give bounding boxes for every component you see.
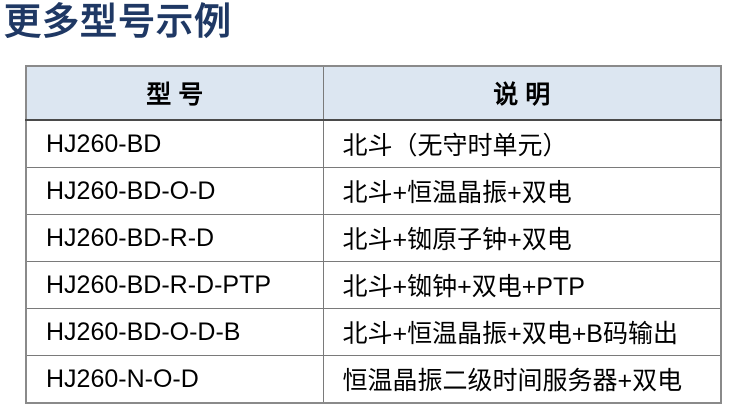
table-row: HJ260-BD-O-D-B 北斗+恒温晶振+双电+B码输出 [25, 308, 722, 356]
column-header-description: 说 明 [322, 65, 722, 121]
table-row: HJ260-BD-O-D 北斗+恒温晶振+双电 [25, 167, 722, 215]
page-title: 更多型号示例 [4, 1, 232, 42]
description-cell: 恒温晶振二级时间服务器+双电 [322, 355, 722, 404]
model-cell: HJ260-BD-O-D [25, 167, 324, 215]
model-cell: HJ260-N-O-D [25, 355, 324, 404]
description-cell: 北斗+铷钟+双电+PTP [322, 261, 722, 309]
table-row: HJ260-BD-R-D-PTP 北斗+铷钟+双电+PTP [25, 261, 722, 309]
description-cell: 北斗+恒温晶振+双电+B码输出 [322, 308, 722, 356]
model-cell: HJ260-BD-R-D-PTP [25, 261, 324, 309]
table-row: HJ260-BD-R-D 北斗+铷原子钟+双电 [25, 214, 722, 262]
model-cell: HJ260-BD [25, 119, 324, 168]
model-cell: HJ260-BD-O-D-B [25, 308, 324, 356]
description-cell: 北斗（无守时单元） [322, 119, 722, 168]
description-cell: 北斗+铷原子钟+双电 [322, 214, 722, 262]
model-table: 型 号 说 明 HJ260-BD 北斗（无守时单元） HJ260-BD-O-D … [25, 65, 722, 404]
column-header-model: 型 号 [25, 65, 324, 121]
table-row: HJ260-N-O-D 恒温晶振二级时间服务器+双电 [25, 355, 722, 404]
table-body: HJ260-BD 北斗（无守时单元） HJ260-BD-O-D 北斗+恒温晶振+… [25, 119, 722, 404]
description-cell: 北斗+恒温晶振+双电 [322, 167, 722, 215]
model-cell: HJ260-BD-R-D [25, 214, 324, 262]
table-header-row: 型 号 说 明 [25, 65, 722, 121]
table-row: HJ260-BD 北斗（无守时单元） [25, 119, 722, 168]
